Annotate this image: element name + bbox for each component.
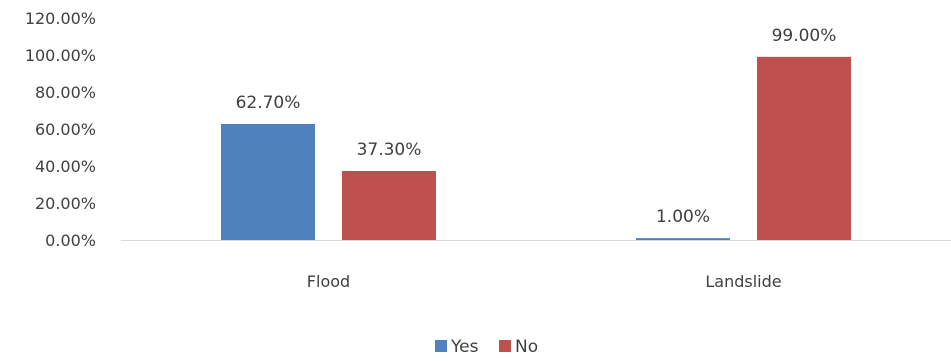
y-tick-label: 0.00% bbox=[45, 231, 96, 250]
data-labels: 62.70% 37.30% 1.00% 99.00% bbox=[236, 26, 837, 227]
bar-yes-flood bbox=[221, 124, 315, 240]
legend-swatch-no bbox=[499, 340, 511, 352]
data-label: 37.30% bbox=[357, 140, 422, 160]
legend-swatch-yes bbox=[435, 340, 447, 352]
y-tick-label: 80.00% bbox=[35, 83, 96, 102]
legend-label-no: No bbox=[515, 337, 538, 357]
y-tick-label: 40.00% bbox=[35, 157, 96, 176]
bar-yes-landslide bbox=[636, 238, 730, 240]
x-tick-label: Flood bbox=[307, 272, 350, 291]
y-tick-label: 20.00% bbox=[35, 194, 96, 213]
bar-no-flood bbox=[342, 170, 436, 240]
bar-no-landslide bbox=[757, 56, 851, 240]
data-label: 99.00% bbox=[772, 26, 837, 46]
bars bbox=[221, 56, 851, 240]
y-tick-label: 120.00% bbox=[25, 9, 96, 28]
x-axis-categories: Flood Landslide bbox=[307, 272, 782, 291]
legend-label-yes: Yes bbox=[450, 337, 479, 357]
legend: Yes No bbox=[435, 337, 538, 357]
x-tick-label: Landslide bbox=[705, 272, 781, 291]
y-tick-label: 100.00% bbox=[25, 46, 96, 65]
y-tick-label: 60.00% bbox=[35, 120, 96, 139]
data-label: 1.00% bbox=[656, 207, 710, 227]
data-label: 62.70% bbox=[236, 93, 301, 113]
y-axis-ticks: 0.00% 20.00% 40.00% 60.00% 80.00% 100.00% 120.… bbox=[25, 9, 96, 250]
